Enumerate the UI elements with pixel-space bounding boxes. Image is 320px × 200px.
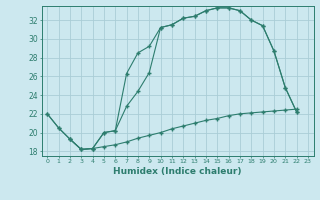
X-axis label: Humidex (Indice chaleur): Humidex (Indice chaleur): [113, 167, 242, 176]
